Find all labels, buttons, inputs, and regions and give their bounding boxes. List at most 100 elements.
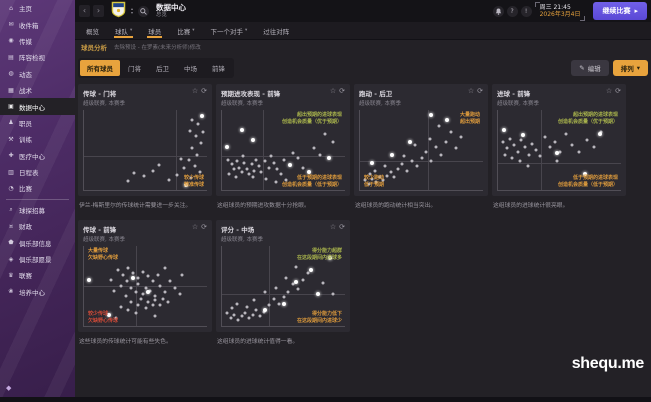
tab-球员[interactable]: 球员 <box>140 22 169 39</box>
alerts-button[interactable]: ! <box>520 5 532 17</box>
widget-caption: 这组球员的跑动统计相当突出。 <box>355 203 437 209</box>
data-point <box>274 180 278 184</box>
medical-icon: ✚ <box>8 152 14 160</box>
star-icon[interactable]: ☆ <box>329 87 337 95</box>
annotation-line: 在这段期间内进球多 <box>296 254 342 261</box>
data-point <box>534 148 538 152</box>
filter-chip-后卫[interactable]: 后卫 <box>156 65 169 73</box>
star-icon[interactable]: ☆ <box>191 223 199 231</box>
sidebar-item-动态[interactable]: ◍ 动态 <box>0 66 75 82</box>
data-point <box>144 286 147 290</box>
filter-chip-门将[interactable]: 门将 <box>128 65 141 73</box>
back-button[interactable]: ‹ <box>79 5 90 17</box>
widget-column: 进球 - 前锋 ☆ ⟳ 超级联赛, 本赛季 超出预期的进球表现 创造机会质量（优于预期） 低… <box>492 84 626 215</box>
data-point <box>161 297 165 301</box>
sidebar-item-职员[interactable]: ♟ 职员 <box>0 115 75 131</box>
filter-chip-中场[interactable]: 中场 <box>184 65 197 73</box>
sidebar-item-训练[interactable]: ⚒ 训练 <box>0 131 75 147</box>
sidebar-item-阵容检视[interactable]: ▤ 阵容检视 <box>0 49 75 65</box>
refresh-icon[interactable]: ⟳ <box>339 223 345 231</box>
data-point <box>389 170 393 174</box>
sidebar-item-俱乐部愿景[interactable]: ◈ 俱乐部愿景 <box>0 251 75 267</box>
tab-概览[interactable]: 概览 <box>78 22 107 39</box>
sidebar-item-财政[interactable]: ¤ 财政 <box>0 218 75 234</box>
tab-过往对阵[interactable]: 过往对阵 <box>255 22 297 39</box>
refresh-icon[interactable]: ⟳ <box>615 87 621 95</box>
sidebar-item-传媒[interactable]: ◉ 传媒 <box>0 33 75 49</box>
tab-球队[interactable]: 球队 ▾ <box>107 22 140 39</box>
data-point <box>252 169 256 173</box>
refresh-icon[interactable]: ⟳ <box>201 223 207 231</box>
data-point <box>538 154 542 158</box>
data-point <box>555 159 559 163</box>
data-point <box>437 124 441 128</box>
highlighted-data-point <box>239 128 244 132</box>
highlighted-data-point <box>131 276 136 280</box>
refresh-icon[interactable]: ⟳ <box>477 87 483 95</box>
tab-比赛[interactable]: 比赛 ▾ <box>169 22 202 39</box>
data-point <box>198 170 202 174</box>
sidebar-item-球探招募[interactable]: ⌕ 球探招募 <box>0 202 75 218</box>
quadrant-vline <box>268 246 270 326</box>
data-point <box>434 145 438 149</box>
data-point <box>178 292 182 296</box>
star-icon[interactable]: ☆ <box>191 87 199 95</box>
club-badge[interactable] <box>111 1 126 22</box>
widget-card-传球 - 门将: 传球 - 门将 ☆ ⟳ 超级联赛, 本赛季 较少传球 精准传球 <box>78 84 212 196</box>
sidebar-item-label: 战术 <box>19 87 32 96</box>
sidebar-item-数据中心[interactable]: ▣ 数据中心 <box>0 98 75 115</box>
tab-label: 球队 <box>115 27 128 36</box>
sidebar-item-日程表[interactable]: ▥ 日程表 <box>0 164 75 180</box>
star-icon[interactable]: ☆ <box>329 223 337 231</box>
sidebar-footer-icon[interactable]: ◆ <box>6 384 12 392</box>
widget-card-header: 跑动 - 后卫 ☆ ⟳ <box>359 87 483 99</box>
annotation-line: 得分能力超群 <box>311 248 342 254</box>
notifications-button[interactable] <box>492 5 504 17</box>
help-button[interactable]: ? <box>506 5 518 17</box>
arrange-button[interactable]: 排列 ▾ <box>612 60 648 76</box>
sidebar-item-收件箱[interactable]: ✉ 收件箱 <box>0 16 75 32</box>
widget-card-预期进攻表现 - 前锋: 预期进攻表现 - 前锋 ☆ ⟳ 超级联赛, 本赛季 超出预期的进球表现 创造机会质量（优于… <box>216 84 350 196</box>
data-point <box>402 154 406 158</box>
sidebar-item-医疗中心[interactable]: ✚ 医疗中心 <box>0 148 75 164</box>
refresh-icon[interactable]: ⟳ <box>201 87 207 95</box>
data-point <box>263 290 267 294</box>
data-point <box>225 311 229 315</box>
plot-annotation: 低于预期的进球表现 创造机会质量（低于预期） <box>282 175 342 188</box>
star-icon[interactable]: ☆ <box>605 87 613 95</box>
data-point <box>373 169 377 173</box>
club-cycle-control[interactable]: ▴ ▾ <box>131 7 133 15</box>
tab-下一个对手[interactable]: 下一个对手 ▾ <box>203 22 256 39</box>
sidebar-item-比赛[interactable]: ◔ 比赛 <box>0 180 75 196</box>
data-point <box>439 153 443 157</box>
search-button[interactable] <box>138 5 150 17</box>
data-point <box>125 279 129 283</box>
refresh-icon[interactable]: ⟳ <box>339 87 345 95</box>
data-point <box>510 156 514 160</box>
plot-annotation: 较少传球 精准传球 <box>184 175 204 188</box>
watermark: shequ.me <box>571 355 645 372</box>
scatter-plot: 大量跑动 超出预期 较少跑动 低于预期 <box>359 110 483 191</box>
sidebar-item-战术[interactable]: ▦ 战术 <box>0 82 75 98</box>
data-point <box>142 174 146 178</box>
sidebar-item-俱乐部信息[interactable]: ⬟ 俱乐部信息 <box>0 234 75 250</box>
highlighted-data-point <box>370 160 375 165</box>
filter-chip-前锋[interactable]: 前锋 <box>212 65 225 73</box>
filter-chip-所有球员[interactable]: 所有球员 <box>80 60 120 76</box>
game-day-time: 周三 21:45 <box>539 3 571 11</box>
data-point <box>543 135 547 139</box>
annotation-line: 超出预期的进球表现 <box>296 112 342 118</box>
sidebar-item-联赛[interactable]: ♛ 联赛 <box>0 267 75 283</box>
highlighted-data-point <box>106 312 111 317</box>
widget-caption: 伊兰-梅斯里尔的传球统计需要进一步关注。 <box>79 203 192 209</box>
star-icon[interactable]: ☆ <box>467 87 475 95</box>
highlighted-data-point <box>583 172 588 176</box>
tab-label: 球员 <box>148 27 162 36</box>
edit-button[interactable]: ✎ 编辑 <box>571 60 609 76</box>
sidebar-item-培养中心[interactable]: ❀ 培养中心 <box>0 284 75 300</box>
forward-button[interactable]: › <box>93 5 104 17</box>
sidebar-item-主页[interactable]: ⌂ 主页 <box>0 0 75 16</box>
continue-button[interactable]: 继续比赛 ▸ <box>593 2 647 20</box>
data-point <box>267 303 271 307</box>
data-point <box>301 166 305 170</box>
